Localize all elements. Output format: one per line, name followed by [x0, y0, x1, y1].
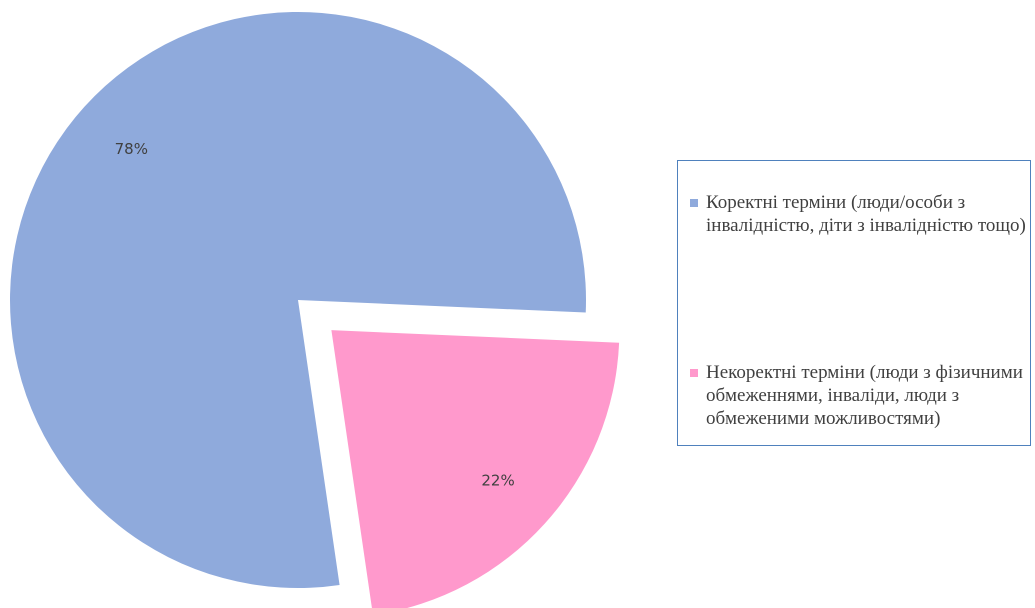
legend-swatch — [690, 199, 698, 207]
data-label: 22% — [481, 471, 514, 489]
legend-label: Коректні терміни (люди/особи з інвалідні… — [706, 192, 1026, 236]
legend-entry: Некоректні терміни (люди з фізичними обм… — [690, 361, 1030, 430]
legend-entry: Коректні терміни (люди/особи з інвалідні… — [690, 191, 1030, 237]
legend-label: Некоректні терміни (люди з фізичними обм… — [706, 362, 1023, 429]
pie-slice — [331, 330, 620, 608]
legend: Коректні терміни (люди/особи з інвалідні… — [677, 160, 1031, 446]
pie-slice — [10, 11, 587, 588]
legend-swatch — [690, 369, 698, 377]
data-label: 78% — [115, 140, 148, 158]
